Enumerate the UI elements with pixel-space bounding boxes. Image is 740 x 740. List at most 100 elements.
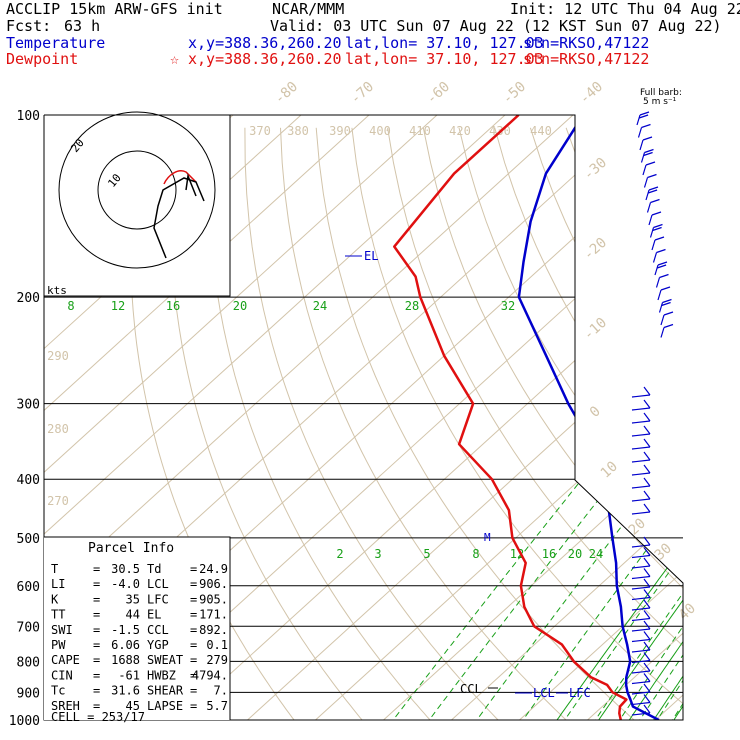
wind-barb-feather <box>654 236 665 241</box>
wind-barb-staff <box>631 712 651 716</box>
parcel-eq: = <box>93 638 100 652</box>
mixing-ratio-line <box>382 290 683 720</box>
wind-barb-feather <box>648 186 659 191</box>
wind-barb-feather <box>647 189 658 194</box>
parcel-eq: = <box>93 623 100 637</box>
lcl-label: LCL <box>533 686 555 700</box>
isotherm-line <box>383 115 683 720</box>
wind-barb-feather <box>643 536 651 546</box>
isotherm-line <box>655 115 683 720</box>
isotherm-line <box>724 115 740 720</box>
pressure-tick-label: 500 <box>17 532 40 547</box>
parcel-key: LI <box>51 577 65 591</box>
parcel-key: SWI <box>51 623 73 637</box>
wind-barb-staff <box>655 277 661 288</box>
isotherm-label: -10 <box>581 315 611 344</box>
parcel-key: LFC <box>147 592 169 606</box>
isotherm-label: -20 <box>581 235 611 264</box>
pressure-tick-label: 800 <box>17 655 40 670</box>
hodograph-ring-inner <box>97 150 177 230</box>
wind-barb-staff <box>649 227 655 238</box>
parcel-key: CCL <box>147 623 169 637</box>
temperature-station: stn=RKSO,47122 <box>523 34 650 52</box>
wind-barb-feather <box>643 503 651 513</box>
parcel-value: 35 <box>126 592 140 606</box>
wind-barb-feather <box>663 323 674 329</box>
parcel-info-rows: T = 30.5 Td = 24.9LI = -4.0 LCL = 906.K = 35 LFC = 905.… <box>51 562 228 713</box>
parcel-value: 0.1 <box>206 638 228 652</box>
parcel-eq: = <box>93 608 100 622</box>
parcel-key: HWBZ <box>147 668 176 682</box>
parcel-info-cell: CELL = 253/17 <box>51 710 145 724</box>
wind-barb-feather <box>661 301 671 307</box>
moist-adiabat-line <box>664 290 683 720</box>
parcel-eq: = <box>190 699 197 713</box>
parcel-key: YGP <box>147 638 169 652</box>
wind-barb-feather <box>643 694 651 703</box>
parcel-eq: = <box>93 699 100 713</box>
hodograph-units: kts <box>47 284 67 297</box>
parcel-value: 905. <box>199 592 228 606</box>
hodograph-trace <box>185 173 197 197</box>
parcel-value: 1688 <box>111 653 140 667</box>
wind-barb-staff <box>652 252 658 263</box>
temperature-legend-label: Temperature <box>6 34 106 52</box>
wind-barb-feather <box>643 477 651 487</box>
parcel-key: Td <box>147 562 161 576</box>
moist-adiabat-line <box>698 291 740 733</box>
wind-barb-feather <box>643 589 651 598</box>
wind-barb-staff <box>631 701 651 706</box>
dry-adiabat-line <box>207 127 443 720</box>
parcel-eq: = <box>190 577 197 591</box>
wind-barb-feather <box>659 273 669 279</box>
wind-barb-feather <box>643 438 651 448</box>
parcel-key: K <box>51 592 59 606</box>
isotherm-line <box>44 115 370 720</box>
dry-adiabat-line <box>315 127 649 720</box>
mixing-ratio-label: 24 <box>313 299 327 313</box>
parcel-value: -61 <box>118 668 140 682</box>
wind-barb-staff <box>657 289 662 301</box>
wind-barb-feather <box>663 311 674 316</box>
isotherm-line <box>179 115 683 720</box>
wind-barb-feather <box>643 490 651 500</box>
parcel-eq: = <box>190 653 197 667</box>
wind-barb-feather <box>643 683 651 693</box>
mixing-ratio-line <box>586 290 683 720</box>
wind-barb-staff <box>631 691 651 695</box>
wind-barb-feather <box>643 641 651 651</box>
wind-barb-staff <box>654 264 659 276</box>
wind-barb-staff <box>631 407 651 411</box>
wind-barb-feather <box>643 662 651 672</box>
wind-barb-staff <box>658 302 664 313</box>
parcel-eq: = <box>93 562 100 576</box>
wind-barb-staff <box>631 659 651 664</box>
m-marker-label: M <box>484 531 491 544</box>
mixing-ratio-line <box>630 290 683 720</box>
el-label: EL <box>364 249 378 263</box>
wind-barb-staff <box>636 114 641 126</box>
hodograph-ring-outer <box>58 111 216 269</box>
dewpoint-xy: x,y=388.36,260.20 <box>188 50 342 68</box>
wind-barb-staff <box>642 164 647 176</box>
hodograph-background <box>44 115 230 296</box>
wind-barb-feather <box>638 114 649 119</box>
barb-legend-line1: Full barb: <box>640 88 682 98</box>
lfc-label: LFC <box>569 686 591 700</box>
wind-barb-feather <box>656 248 666 254</box>
ccl-label: CCL <box>460 682 482 696</box>
wind-barb-staff <box>631 446 651 450</box>
temperature-xy: x,y=388.36,260.20 <box>188 34 342 52</box>
mixing-ratio-line <box>648 290 683 720</box>
mixing-ratio-label: 24 <box>589 547 603 561</box>
wind-barb-staff <box>631 575 651 580</box>
hodograph-border <box>44 115 231 297</box>
parcel-value: 45 <box>126 699 140 713</box>
wind-barb-staff <box>631 638 651 643</box>
parcel-key: Tc <box>51 684 65 698</box>
parcel-value: 44 <box>126 608 140 622</box>
mixing-ratio-line <box>610 290 683 720</box>
org-title: NCAR/MMM <box>272 0 345 18</box>
profiles <box>393 115 660 720</box>
